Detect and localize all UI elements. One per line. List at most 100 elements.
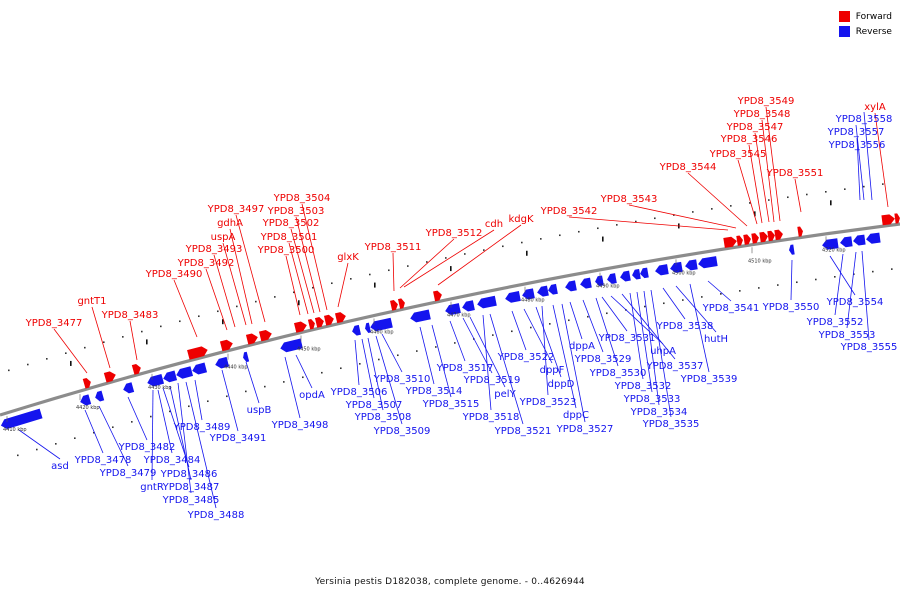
- reverse-gene-label: YPD8_3507: [345, 400, 403, 411]
- gene-shape: [335, 312, 346, 324]
- reverse-connector: [419, 326, 435, 385]
- gene-shape: [840, 236, 853, 248]
- forward-label: Forward: [855, 11, 892, 22]
- grid-dot: [492, 334, 494, 336]
- forward-gene-label: YPD8_3483: [101, 310, 159, 321]
- gene-shape: [243, 351, 250, 363]
- reverse-connector: [629, 292, 644, 380]
- reverse-gene-label: uhpA: [650, 346, 676, 357]
- grid-dot: [74, 437, 76, 439]
- reverse-connector: [707, 280, 732, 302]
- forward-connector: [129, 320, 138, 361]
- reverse-connector: [561, 303, 586, 423]
- reverse-gene-label: YPD8_3529: [574, 354, 632, 365]
- scale-label: 4430 kbp: [148, 385, 172, 391]
- forward-gene-label: YPD8_3502: [262, 218, 320, 229]
- grid-dot: [407, 265, 409, 267]
- forward-gene-label: YPD8_3503: [267, 206, 325, 217]
- gene-shape: [95, 390, 105, 402]
- forward-gene-label: YPD8_3497: [207, 204, 265, 215]
- reverse-connector: [431, 324, 452, 398]
- reverse-gene-label: asd: [51, 461, 69, 472]
- grid-dot: [255, 300, 257, 303]
- grid-dot: [521, 241, 523, 244]
- grid-dot: [663, 302, 665, 305]
- grid-dot: [46, 358, 48, 360]
- grid-dot: [597, 227, 599, 230]
- grid-dot: [179, 320, 181, 323]
- gene-arrow: [103, 371, 116, 383]
- gene-arrow: [390, 300, 398, 311]
- gene-shape: [736, 235, 743, 246]
- forward-gene-label: YPD8_3542: [540, 206, 598, 217]
- scale-label: 4470 kbp: [447, 313, 471, 319]
- reverse-gene-label: dppC: [563, 410, 589, 421]
- gene-arrow: [280, 338, 303, 353]
- scale-label: 4460 kbp: [370, 329, 394, 335]
- gene-arrow: [866, 232, 881, 244]
- gene-shape: [192, 362, 208, 375]
- grid-dot: [758, 287, 760, 289]
- grid-dot: [720, 293, 722, 295]
- grid-dot: [84, 346, 86, 349]
- gene-arrow: [365, 322, 372, 333]
- reverse-connector: [221, 369, 239, 432]
- grid-dot: [844, 188, 846, 190]
- grid-dot: [578, 230, 580, 233]
- reverse-gene-label: YPD8_3515: [422, 399, 480, 410]
- reverse-connector: [18, 429, 61, 460]
- grid-dot: [198, 315, 200, 318]
- reverse-gene-label: uspB: [247, 405, 272, 416]
- forward-gene-label: YPD8_3547: [726, 122, 784, 133]
- reverse-connector: [469, 316, 506, 388]
- gene-arrow: [95, 390, 105, 402]
- reverse-connector: [511, 310, 527, 351]
- label-layer: YPD8_3477gntT1YPD8_3483YPD8_3490YPD8_349…: [25, 96, 898, 521]
- gene-arrow: [307, 318, 315, 330]
- reverse-gene-label: YPD8_3553: [818, 330, 876, 341]
- forward-connector: [403, 229, 495, 288]
- forward-gene-label: gntT1: [77, 296, 106, 307]
- reverse-connector: [861, 250, 870, 341]
- reverse-connector: [675, 285, 717, 333]
- grid-dot: [559, 234, 561, 237]
- reverse-gene-label: YPD8_3486: [160, 469, 218, 480]
- grid-dot: [188, 405, 190, 408]
- gene-arrow: [176, 366, 194, 379]
- gene-shape: [176, 366, 194, 379]
- gene-arrow: [774, 229, 783, 241]
- reverse-gene-label: YPD8_3522: [497, 352, 555, 363]
- gene-shape: [293, 321, 307, 333]
- forward-gene-label: cdh: [485, 219, 503, 230]
- gene-arrow: [632, 268, 641, 280]
- reverse-gene-label: YPD8_3535: [642, 419, 700, 430]
- grid-tick: [526, 250, 528, 256]
- grid-dot: [426, 261, 428, 263]
- gene-shape: [881, 214, 895, 226]
- gene-shape: [462, 300, 475, 312]
- gene-shape: [187, 346, 208, 360]
- reverse-gene-label: pelY: [494, 389, 516, 400]
- grid-dot: [321, 371, 323, 374]
- forward-gene-label: YPD8_3551: [766, 168, 824, 179]
- grid-dot: [445, 257, 447, 259]
- forward-gene-label: YPD8_3490: [145, 269, 203, 280]
- legend: Forward Reverse: [838, 9, 892, 39]
- grid-dot: [872, 270, 874, 273]
- grid-tick: [754, 211, 756, 217]
- grid-dot: [55, 443, 57, 445]
- forward-gene-label: YPD8_3543: [600, 194, 658, 205]
- grid-dot: [483, 249, 485, 251]
- reverse-gene-label: YPD8_3523: [519, 397, 577, 408]
- reverse-gene-label: YPD8_3478: [74, 455, 132, 466]
- reverse-connector: [367, 337, 384, 411]
- forward-gene-label: YPD8_3545: [709, 149, 767, 160]
- grid-dot: [701, 296, 703, 298]
- reverse-connector: [855, 124, 865, 201]
- grid-dot: [359, 363, 361, 365]
- gene-arrow: [759, 231, 768, 243]
- forward-gene-label: YPD8_3500: [257, 245, 315, 256]
- reverse-gene-label: YPD8_3518: [462, 412, 520, 423]
- gene-shape: [894, 213, 900, 224]
- gene-shape: [280, 338, 303, 353]
